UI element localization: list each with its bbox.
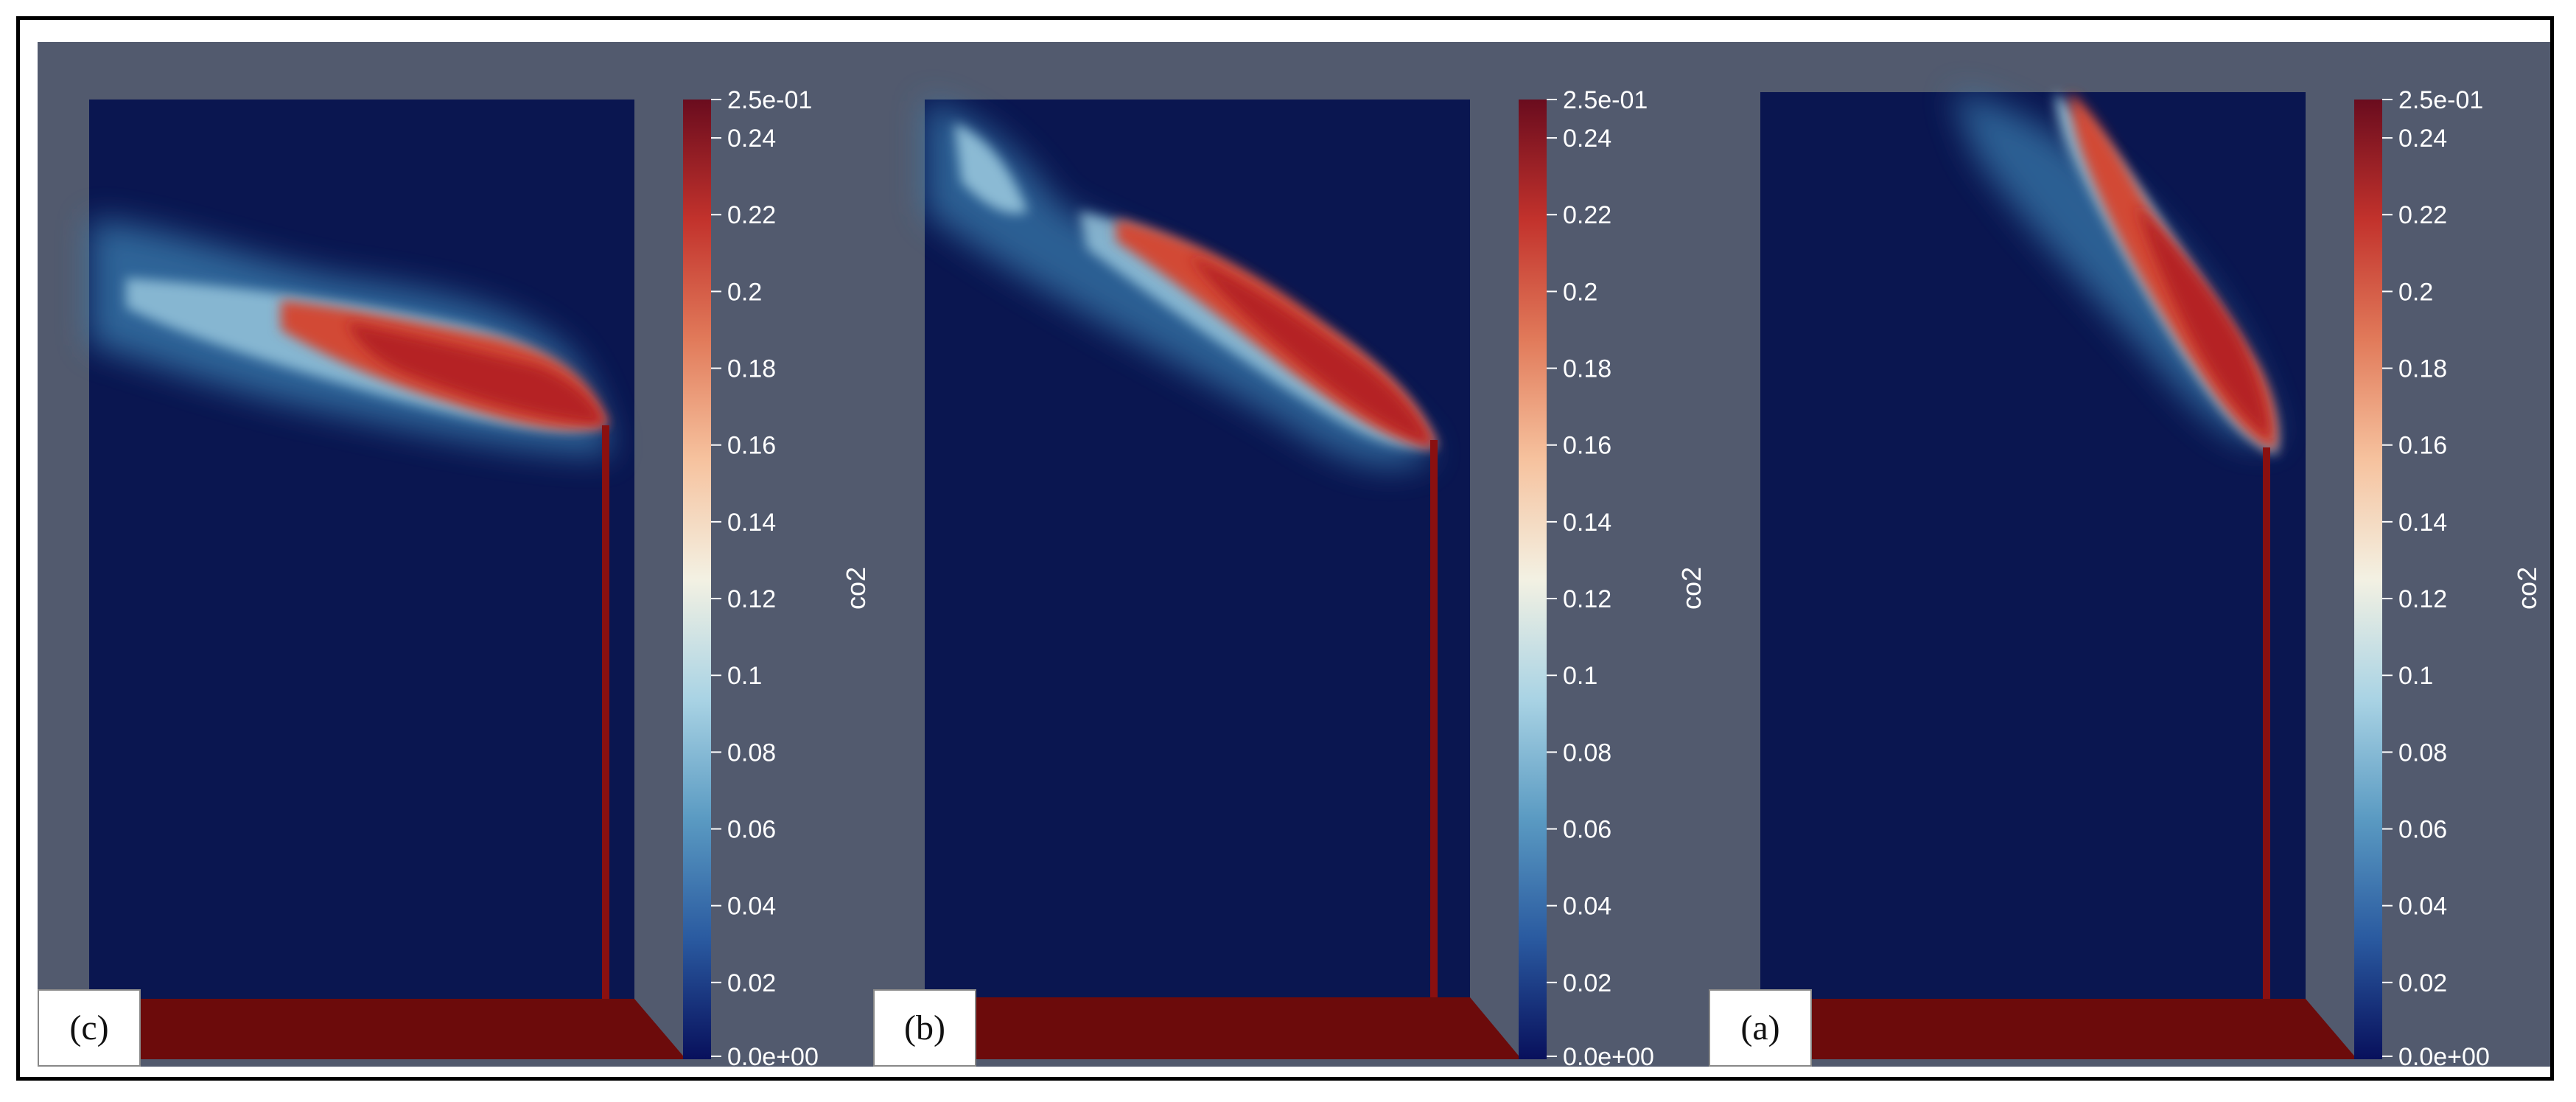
tick-label: 0.08 [2398,739,2447,767]
panel-label: (b) [873,989,976,1067]
tick-label: 0.12 [2398,585,2447,613]
colorbar-max-label: 2.5e-01 [1563,86,1648,114]
colorbar-min-label: 0.0e+00 [2398,1043,2490,1067]
tick-label: 0.04 [2398,893,2447,921]
tick-label: 0.18 [1563,355,1611,383]
colorbar-min-label: 0.0e+00 [727,1043,819,1067]
colorbar-c: 2.5e-01 0.24 0.22 0.2 0.18 0.16 0.14 0.12 0.1 0.0… [683,86,819,1067]
tick-label: 0.02 [1563,969,1611,997]
tick-label: 0.1 [1563,662,1597,690]
tick-label: 0.2 [2398,278,2433,306]
injector-pipe [2263,447,2270,999]
colorbar-max-label: 2.5e-01 [2398,86,2483,114]
plume-scene-c: 2.5e-01 0.24 0.22 0.2 0.18 0.16 0.14 0.12 0.1 0.0… [89,86,819,1067]
colorbar-gradient [683,100,711,1059]
tick-label: 0.02 [2398,969,2447,997]
tick-label: 0.08 [1563,739,1611,767]
figure-frame: 2.5e-01 0.24 0.22 0.2 0.18 0.16 0.14 0.12 0.1 0.0… [16,16,2554,1081]
tick-label: 0.2 [727,278,762,306]
floor-plate [89,999,686,1059]
tick-label: 0.24 [727,125,776,153]
tick-label: 0.22 [2398,201,2447,229]
tick-label: 0.16 [1563,432,1611,460]
tick-label: 0.02 [727,969,776,997]
tick-label: 0.04 [727,893,776,921]
injector-pipe [1430,440,1438,997]
panel-b: 2.5e-01 0.24 0.22 0.2 0.18 0.16 0.14 0.12 0.1 0.0… [873,42,1715,1067]
colorbar-max-label: 2.5e-01 [727,86,812,114]
tick-label: 0.14 [2398,509,2447,537]
panel-c: 2.5e-01 0.24 0.22 0.2 0.18 0.16 0.14 0.12 0.1 0.0… [38,42,879,1067]
colorbar-title: co2 [841,566,871,610]
co2-plume [1952,92,2278,455]
tick-label: 0.04 [1563,893,1611,921]
tick-label: 0.22 [1563,201,1611,229]
panel-label: (a) [1709,989,1812,1067]
panel-label: (c) [38,989,141,1067]
tick-label: 0.16 [2398,432,2447,460]
floor-plate [925,997,1522,1059]
tick-label: 0.18 [727,355,776,383]
co2-plume [925,100,1437,467]
tick-label: 0.14 [727,509,776,537]
tick-label: 0.06 [727,816,776,844]
tick-label: 0.1 [727,662,762,690]
colorbar-gradient [1519,100,1547,1059]
domain-box [1760,92,2306,999]
tick-label: 0.06 [2398,816,2447,844]
tick-label: 0.12 [727,585,776,613]
tick-label: 0.2 [1563,278,1597,306]
tick-label: 0.18 [2398,355,2447,383]
tick-label: 0.06 [1563,816,1611,844]
tick-label: 0.14 [1563,509,1611,537]
tick-label: 0.24 [1563,125,1611,153]
colorbar-title: co2 [1676,566,1707,610]
tick-label: 0.16 [727,432,776,460]
tick-label: 0.22 [727,201,776,229]
tick-label: 0.08 [727,739,776,767]
colorbar-b: 2.5e-01 0.24 0.22 0.2 0.18 0.16 0.14 0.12 0.1 0.0… [1519,86,1654,1067]
plume-scene-a: 2.5e-01 0.24 0.22 0.2 0.18 0.16 0.14 0.12 0.1 0.0… [1760,86,2490,1067]
colorbar-min-label: 0.0e+00 [1563,1043,1654,1067]
colorbar-gradient [2354,100,2382,1059]
colorbar-title: co2 [2512,566,2542,610]
tick-label: 0.12 [1563,585,1611,613]
plume-scene-b: 2.5e-01 0.24 0.22 0.2 0.18 0.16 0.14 0.12 0.1 0.0… [925,86,1654,1067]
tick-label: 0.24 [2398,125,2447,153]
colorbar-a: 2.5e-01 0.24 0.22 0.2 0.18 0.16 0.14 0.12 0.1 0.0… [2354,86,2490,1067]
floor-plate [1760,999,2357,1059]
tick-label: 0.1 [2398,662,2433,690]
co2-plume [89,219,612,455]
injector-pipe [602,425,609,1000]
panel-a: 2.5e-01 0.24 0.22 0.2 0.18 0.16 0.14 0.12 0.1 0.0… [1709,42,2550,1067]
